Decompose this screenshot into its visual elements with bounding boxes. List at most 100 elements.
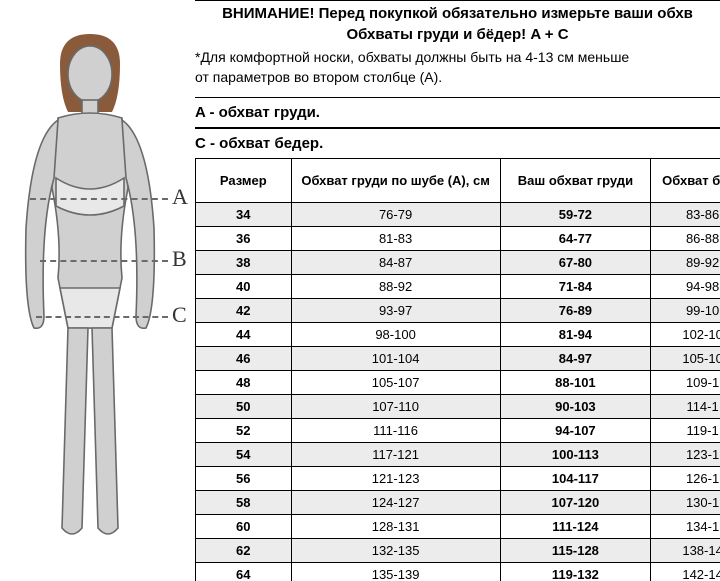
table-cell: 40	[196, 275, 292, 299]
measure-line-b	[40, 260, 168, 262]
table-cell: 81-94	[500, 323, 651, 347]
table-cell: 105-10	[651, 347, 720, 371]
table-cell: 64	[196, 563, 292, 581]
table-row: 64135-139119-132142-14	[196, 563, 720, 581]
table-row: 4498-10081-94102-10	[196, 323, 720, 347]
section-c-label: C - обхват бедер.	[195, 128, 720, 158]
header-line-1: ВНИМАНИЕ! Перед покупкой обязательно изм…	[195, 0, 720, 24]
table-cell: 126-1	[651, 467, 720, 491]
table-cell: 104-117	[500, 467, 651, 491]
table-cell: 46	[196, 347, 292, 371]
table-cell: 98-100	[291, 323, 500, 347]
table-cell: 99-10	[651, 299, 720, 323]
table-row: 54117-121100-113123-1	[196, 443, 720, 467]
table-cell: 102-10	[651, 323, 720, 347]
table-cell: 123-1	[651, 443, 720, 467]
table-cell: 81-83	[291, 227, 500, 251]
table-header-row: Размер Обхват груди по шубе (А), см Ваш …	[196, 159, 720, 203]
table-row: 3884-8767-8089-92	[196, 251, 720, 275]
table-row: 3681-8364-7786-88	[196, 227, 720, 251]
table-cell: 130-1	[651, 491, 720, 515]
table-cell: 114-1	[651, 395, 720, 419]
table-cell: 67-80	[500, 251, 651, 275]
table-cell: 58	[196, 491, 292, 515]
table-cell: 94-107	[500, 419, 651, 443]
table-cell: 86-88	[651, 227, 720, 251]
table-cell: 134-1	[651, 515, 720, 539]
table-cell: 88-101	[500, 371, 651, 395]
table-cell: 119-1	[651, 419, 720, 443]
table-cell: 83-86	[651, 203, 720, 227]
table-cell: 62	[196, 539, 292, 563]
table-cell: 64-77	[500, 227, 651, 251]
table-cell: 88-92	[291, 275, 500, 299]
table-cell: 105-107	[291, 371, 500, 395]
table-row: 46101-10484-97105-10	[196, 347, 720, 371]
table-row: 52111-11694-107119-1	[196, 419, 720, 443]
table-cell: 60	[196, 515, 292, 539]
table-cell: 93-97	[291, 299, 500, 323]
col-hip: Обхват беде	[651, 159, 720, 203]
table-cell: 38	[196, 251, 292, 275]
table-cell: 142-14	[651, 563, 720, 581]
table-cell: 56	[196, 467, 292, 491]
table-cell: 107-120	[500, 491, 651, 515]
figure-column: A B C	[0, 0, 195, 581]
table-cell: 44	[196, 323, 292, 347]
table-cell: 109-1	[651, 371, 720, 395]
col-size: Размер	[196, 159, 292, 203]
table-cell: 36	[196, 227, 292, 251]
measure-label-a: A	[172, 184, 188, 210]
table-cell: 128-131	[291, 515, 500, 539]
header-line-2: Обхваты груди и бёдер! A + C	[195, 24, 720, 47]
table-cell: 111-124	[500, 515, 651, 539]
note-line-1: *Для комфортной носки, обхваты должны бы…	[195, 47, 720, 67]
table-cell: 59-72	[500, 203, 651, 227]
table-cell: 135-139	[291, 563, 500, 581]
table-row: 4293-9776-8999-10	[196, 299, 720, 323]
table-cell: 34	[196, 203, 292, 227]
table-cell: 84-97	[500, 347, 651, 371]
table-cell: 50	[196, 395, 292, 419]
section-a-label: A - обхват груди.	[195, 97, 720, 128]
table-cell: 71-84	[500, 275, 651, 299]
table-row: 4088-9271-8494-98	[196, 275, 720, 299]
table-cell: 100-113	[500, 443, 651, 467]
measure-line-a	[30, 198, 168, 200]
table-cell: 76-89	[500, 299, 651, 323]
table-cell: 107-110	[291, 395, 500, 419]
table-cell: 111-116	[291, 419, 500, 443]
table-cell: 52	[196, 419, 292, 443]
table-row: 3476-7959-7283-86	[196, 203, 720, 227]
table-cell: 124-127	[291, 491, 500, 515]
table-cell: 138-14	[651, 539, 720, 563]
table-body: 3476-7959-7283-863681-8364-7786-883884-8…	[196, 203, 720, 581]
note-line-2: от параметров во втором столбце (А).	[195, 67, 720, 87]
table-cell: 121-123	[291, 467, 500, 491]
table-cell: 101-104	[291, 347, 500, 371]
table-cell: 89-92	[651, 251, 720, 275]
measure-label-c: C	[172, 302, 187, 328]
content-column: ВНИМАНИЕ! Перед покупкой обязательно изм…	[195, 0, 720, 581]
table-cell: 119-132	[500, 563, 651, 581]
col-chest-coat: Обхват груди по шубе (А), см	[291, 159, 500, 203]
table-row: 50107-11090-103114-1	[196, 395, 720, 419]
table-cell: 132-135	[291, 539, 500, 563]
table-cell: 76-79	[291, 203, 500, 227]
measure-line-c	[36, 316, 168, 318]
table-cell: 48	[196, 371, 292, 395]
table-row: 60128-131111-124134-1	[196, 515, 720, 539]
table-row: 58124-127107-120130-1	[196, 491, 720, 515]
body-figure	[0, 28, 195, 548]
table-row: 62132-135115-128138-14	[196, 539, 720, 563]
table-row: 56121-123104-117126-1	[196, 467, 720, 491]
table-cell: 115-128	[500, 539, 651, 563]
table-cell: 84-87	[291, 251, 500, 275]
table-cell: 90-103	[500, 395, 651, 419]
col-chest-your: Ваш обхват груди	[500, 159, 651, 203]
size-table: Размер Обхват груди по шубе (А), см Ваш …	[195, 158, 720, 581]
table-cell: 42	[196, 299, 292, 323]
measure-label-b: B	[172, 246, 187, 272]
table-cell: 54	[196, 443, 292, 467]
table-cell: 94-98	[651, 275, 720, 299]
